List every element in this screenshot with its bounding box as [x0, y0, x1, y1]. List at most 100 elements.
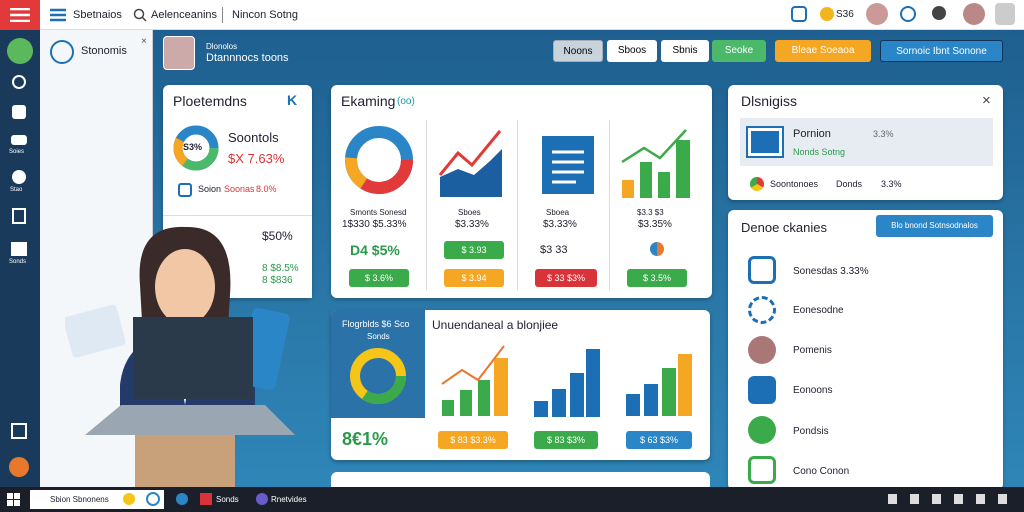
side-label: Soies — [9, 149, 25, 155]
start-button[interactable] — [7, 493, 20, 506]
rect — [460, 390, 472, 416]
li-icon — [748, 336, 776, 364]
li-icon — [748, 416, 776, 444]
icon-home[interactable] — [791, 6, 807, 22]
nav-title: Stonomis — [81, 45, 127, 57]
rect — [133, 317, 253, 399]
taskbar-app[interactable]: Sonds — [216, 495, 239, 504]
col-value: 1$330 $5.33% — [342, 219, 407, 230]
location: Nincon Sotng — [232, 9, 299, 21]
sm-btn[interactable]: $ 3.93 — [444, 241, 504, 259]
col-big: $3 33 — [540, 244, 568, 256]
path — [141, 16, 147, 22]
side-active[interactable] — [7, 38, 33, 64]
lower-text: 8 $836 — [262, 275, 293, 286]
close[interactable]: × — [982, 92, 991, 109]
chrome-icon — [750, 177, 764, 191]
path — [10, 8, 30, 22]
panel-title: Flogrblds $6 Sco — [342, 319, 410, 329]
side-icon[interactable] — [12, 208, 26, 224]
side-icon[interactable] — [11, 242, 27, 256]
sm-btn[interactable]: $ 63 $3% — [626, 431, 692, 449]
rect — [658, 172, 670, 198]
side-icon[interactable] — [12, 75, 26, 89]
rect — [65, 304, 126, 358]
tb-icon — [200, 493, 212, 505]
panel-big: 8€1% — [342, 429, 389, 449]
side-icon[interactable] — [12, 170, 26, 184]
app-icon — [50, 8, 66, 22]
icon-users[interactable] — [932, 6, 946, 20]
search-icon — [133, 8, 147, 22]
header-btn[interactable]: Bleae Soeaoa — [775, 40, 871, 62]
rect — [644, 384, 658, 416]
nav-logo — [50, 40, 74, 64]
circle — [173, 125, 219, 171]
sm-btn[interactable]: $ 3.5% — [627, 269, 687, 287]
col-label: Sboes — [458, 208, 481, 217]
header-btn[interactable]: Sornoic Ibnt Sonone — [880, 40, 1003, 62]
path — [440, 149, 502, 197]
rect — [678, 354, 692, 416]
side-label: Stao — [10, 187, 23, 193]
circle — [345, 126, 413, 194]
header-btn[interactable]: Sbnis — [661, 40, 709, 62]
taskbar-search-text: Sbion Sbnonens — [50, 495, 109, 504]
icon-settings[interactable] — [900, 6, 916, 22]
col-divider — [426, 120, 427, 290]
bar-chart — [441, 345, 508, 416]
li-icon — [748, 456, 776, 484]
sm-btn[interactable]: $ 3.94 — [444, 269, 504, 287]
side-icon[interactable] — [11, 135, 27, 145]
rect — [552, 389, 566, 417]
illustration — [65, 226, 295, 487]
col-label: Smonts Sonesd — [350, 208, 407, 217]
card-icon: K — [287, 92, 298, 108]
rect — [662, 368, 676, 416]
mini-pie — [650, 242, 664, 256]
card-btn[interactable]: Blo bnond Sotnsodnalos — [876, 215, 993, 237]
header-btn[interactable]: Noons — [553, 40, 603, 62]
sm-btn[interactable]: $ 33 $3% — [535, 269, 597, 287]
sm-btn[interactable]: $ 3.6% — [349, 269, 409, 287]
rect — [542, 136, 594, 194]
side-icon[interactable] — [11, 423, 27, 439]
col-value: $3.33% — [543, 219, 577, 230]
taskbar — [0, 487, 1024, 512]
li-icon — [748, 376, 776, 404]
search-text[interactable]: Aelenceanins — [151, 9, 218, 21]
path — [50, 8, 66, 22]
col-value: $3.33% — [455, 219, 489, 230]
metric-value: $X 7.63% — [228, 151, 285, 166]
header-btn[interactable]: Sboos — [607, 40, 657, 62]
avatar — [866, 3, 888, 25]
li: Sonesdas 3.33% — [793, 266, 869, 277]
taskbar-app[interactable]: Rnetvides — [271, 495, 307, 504]
row-icon — [178, 183, 192, 197]
rect — [534, 401, 548, 417]
rect — [640, 162, 652, 198]
rect — [676, 140, 690, 198]
rect — [570, 373, 584, 417]
card-title: Ploetemdns — [173, 93, 247, 109]
li: Pondsis — [793, 426, 829, 437]
sm-btn[interactable]: $ 83 $3% — [534, 431, 598, 449]
rect — [494, 358, 508, 416]
li: Eonoons — [793, 385, 833, 396]
lower-text: $50% — [262, 229, 293, 243]
side-icon[interactable] — [12, 105, 26, 119]
card-title: Denoe ckanies — [741, 220, 827, 235]
tb-icon — [123, 493, 135, 505]
side-avatar — [9, 457, 29, 477]
donut — [350, 348, 406, 404]
doc-icon — [542, 136, 594, 194]
header-btn[interactable]: Seoke — [712, 40, 766, 62]
footer-text: Donds — [836, 179, 863, 189]
path — [621, 129, 687, 164]
bar-chart — [626, 354, 692, 416]
card-title: Dlsnigiss — [741, 93, 798, 109]
sm-btn[interactable]: $ 83 $3.3% — [438, 431, 508, 449]
footer-text: Soontonoes — [770, 179, 819, 189]
menu-glyph — [10, 8, 30, 22]
